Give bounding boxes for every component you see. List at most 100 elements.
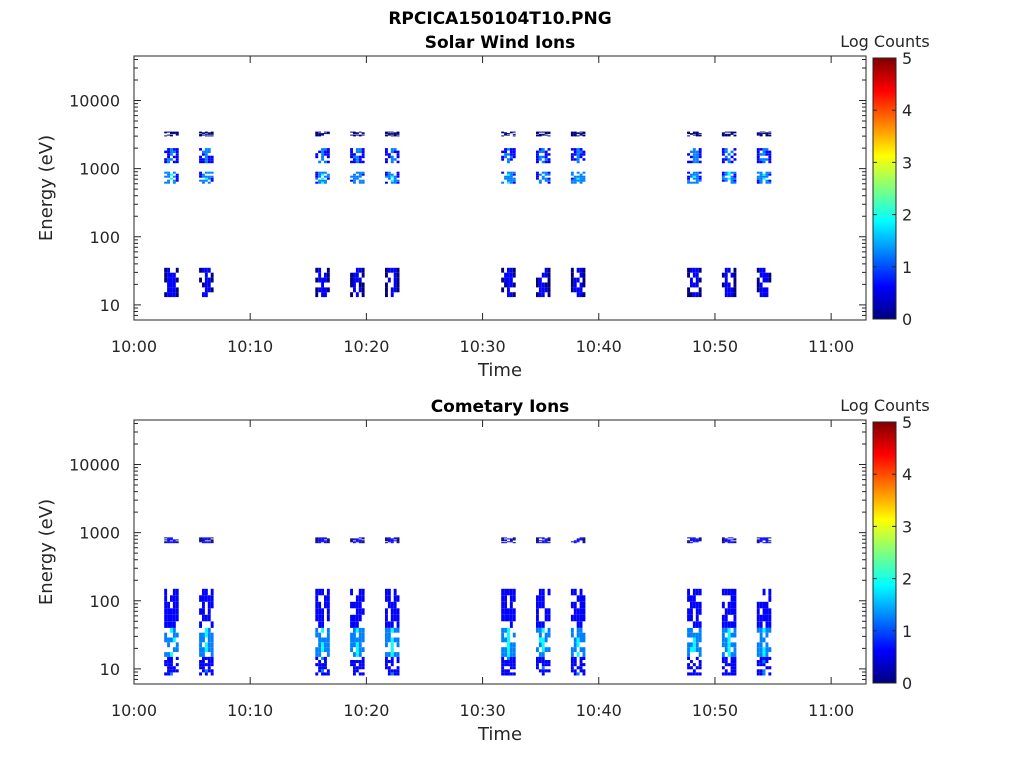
- spectrogram-cell: [768, 131, 772, 133]
- spectrogram-cell: [355, 642, 359, 648]
- spectrogram-cell: [355, 134, 359, 136]
- spectrogram-cell: [167, 158, 170, 161]
- spectrogram-cell: [733, 614, 737, 622]
- spectrogram-cell: [538, 660, 542, 664]
- spectrogram-cell: [324, 642, 327, 648]
- spectrogram-cell: [730, 595, 734, 602]
- spectrogram-cell: [687, 153, 690, 156]
- spectrogram-cell: [733, 158, 737, 161]
- spectrogram-cell: [730, 642, 734, 648]
- spectrogram-cell: [355, 614, 359, 622]
- spectrogram-cell: [756, 267, 760, 273]
- spectrogram-cell: [544, 134, 548, 136]
- spectrogram-cell: [396, 608, 400, 615]
- spectrogram-cell: [733, 277, 737, 283]
- spectrogram-cell: [756, 148, 760, 151]
- spectrogram-cell: [724, 148, 728, 151]
- spectrogram-cell: [210, 155, 214, 159]
- spectrogram-cell: [318, 608, 322, 615]
- spectrogram-cell: [390, 538, 394, 540]
- spectrogram-cell: [541, 537, 545, 539]
- spectrogram-cell: [512, 177, 516, 180]
- spectrogram-cell: [509, 601, 513, 609]
- spectrogram-cell: [361, 663, 365, 667]
- spectrogram-cell: [509, 614, 513, 622]
- spectrogram-cell: [692, 292, 696, 298]
- spectrogram-cell: [512, 672, 516, 676]
- spectrogram-cell: [353, 155, 356, 159]
- spectrogram-cell: [355, 608, 359, 615]
- spectrogram-cell: [547, 542, 551, 544]
- spectrogram-cell: [164, 132, 168, 134]
- spectrogram-cell: [210, 642, 214, 648]
- spectrogram-cell: [199, 632, 202, 638]
- spectrogram-cell: [199, 621, 202, 628]
- spectrogram-cell: [547, 538, 551, 540]
- spectrogram-cell: [204, 541, 208, 543]
- spectrogram-cell: [204, 132, 208, 134]
- spectrogram-cell: [690, 292, 693, 298]
- spectrogram-cell: [538, 537, 542, 539]
- spectrogram-cell: [361, 179, 365, 182]
- spectrogram-cell: [733, 173, 737, 176]
- spectrogram-cell: [579, 267, 583, 273]
- spectrogram-cell: [509, 652, 513, 657]
- spectrogram-cell: [355, 171, 359, 174]
- spectrogram-cell: [765, 627, 769, 633]
- spectrogram-cell: [350, 134, 353, 136]
- figure-title: RPCICA150104T10.PNG: [388, 9, 611, 29]
- spectrogram-cell: [321, 539, 324, 541]
- spectrogram-cell: [207, 541, 211, 543]
- spectrogram-cell: [695, 588, 699, 596]
- spectrogram-cell: [762, 601, 766, 609]
- spectrogram-cell: [175, 134, 179, 136]
- spectrogram-cell: [385, 642, 388, 648]
- spectrogram-cell: [759, 287, 763, 293]
- spectrogram-cell: [733, 652, 737, 657]
- spectrogram-cell: [536, 175, 539, 178]
- spectrogram-cell: [727, 282, 731, 288]
- spectrogram-cell: [541, 669, 545, 673]
- spectrogram-cell: [393, 538, 397, 540]
- spectrogram-cell: [536, 277, 539, 283]
- spectrogram-cell: [353, 538, 356, 540]
- spectrogram-cell: [733, 539, 737, 541]
- spectrogram-cell: [167, 153, 170, 156]
- spectrogram-cell: [756, 542, 760, 544]
- spectrogram-cell: [765, 632, 769, 638]
- spectrogram-cell: [207, 663, 211, 667]
- spectrogram-cell: [698, 660, 702, 664]
- spectrogram-cell: [698, 608, 702, 615]
- spectrogram-cell: [199, 540, 202, 542]
- spectrogram-cell: [504, 272, 507, 278]
- spectrogram-cell: [390, 148, 394, 151]
- spectrogram-cell: [393, 181, 397, 184]
- spectrogram-cell: [210, 277, 214, 283]
- spectrogram-cell: [350, 660, 353, 664]
- spectrogram-cell: [509, 660, 513, 664]
- spectrogram-cell: [536, 542, 539, 544]
- spectrogram-cell: [507, 181, 510, 184]
- spectrogram-cell: [358, 601, 362, 609]
- spectrogram-cell: [175, 287, 179, 293]
- spectrogram-cell: [695, 133, 699, 135]
- spectrogram-cell: [390, 267, 394, 273]
- spectrogram-cell: [353, 669, 356, 673]
- spectrogram-cell: [582, 647, 586, 652]
- spectrogram-cell: [507, 588, 510, 596]
- spectrogram-cell: [315, 181, 319, 184]
- x-axis-label: Time: [477, 724, 522, 745]
- spectrogram-cell: [690, 614, 693, 622]
- spectrogram-cell: [541, 287, 545, 293]
- spectrogram-cell: [727, 292, 731, 298]
- spectrogram-cell: [698, 637, 702, 643]
- spectrogram-cell: [175, 642, 179, 648]
- spectrogram-cell: [507, 171, 510, 174]
- spectrogram-cell: [321, 540, 324, 542]
- spectrogram-cell: [762, 656, 766, 660]
- spectrogram-cell: [361, 272, 365, 278]
- spectrogram-cell: [315, 627, 319, 633]
- spectrogram-cell: [385, 150, 388, 154]
- spectrogram-cell: [501, 539, 505, 541]
- spectrogram-cell: [509, 292, 513, 298]
